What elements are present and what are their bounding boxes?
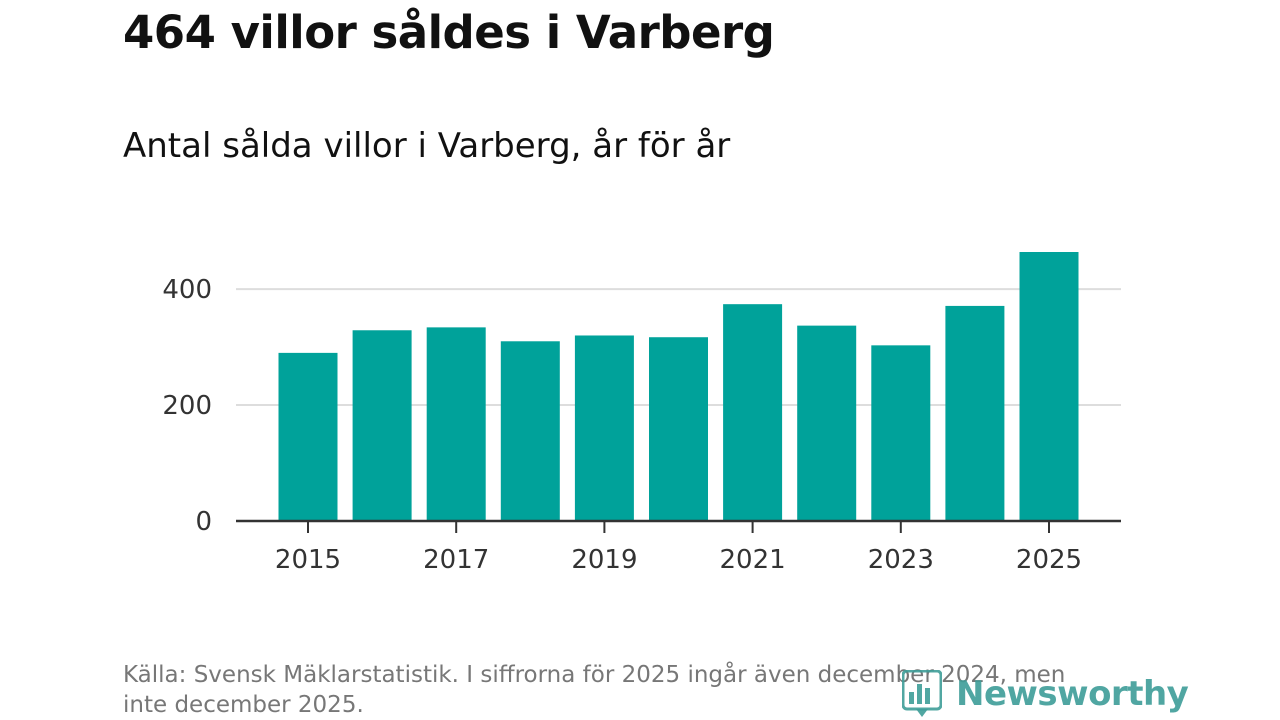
x-tick-label: 2023 [868,545,934,575]
bar-2021 [723,304,783,521]
bar-2025 [1019,252,1079,521]
bar-2020 [649,337,708,521]
x-tick-label: 2015 [275,545,341,575]
y-tick-label: 400 [162,275,212,305]
y-axis-ticks: 0 200 400 [162,275,212,537]
bar-2017 [426,327,486,521]
bar-2023 [871,345,931,521]
x-tick-label: 2019 [571,545,637,575]
chart-title: 464 villor såldes i Varberg [123,6,775,59]
bar-2015 [278,352,338,521]
chart-subtitle: Antal sålda villor i Varberg, år för år [123,126,731,166]
bar-2022 [797,325,857,521]
y-tick-label: 200 [162,391,212,421]
source-note: Källa: Svensk Mäklarstatistik. I siffror… [123,662,1066,718]
bar-2016 [352,330,412,521]
bar-2018 [500,341,560,521]
bar-2024 [945,305,1005,521]
bars [278,252,1079,521]
x-tick-label: 2017 [423,545,489,575]
bar-2019 [574,335,634,521]
y-tick-label: 0 [195,507,212,537]
x-tick-label: 2021 [720,545,786,575]
x-axis-ticks: 2015 2017 2019 2021 2023 2025 [275,521,1082,575]
x-tick-label: 2025 [1016,545,1082,575]
newsworthy-logo-text: Newsworthy [956,674,1189,714]
newsworthy-logo: Newsworthy [902,670,1189,718]
newsworthy-logo-icon [902,670,942,717]
